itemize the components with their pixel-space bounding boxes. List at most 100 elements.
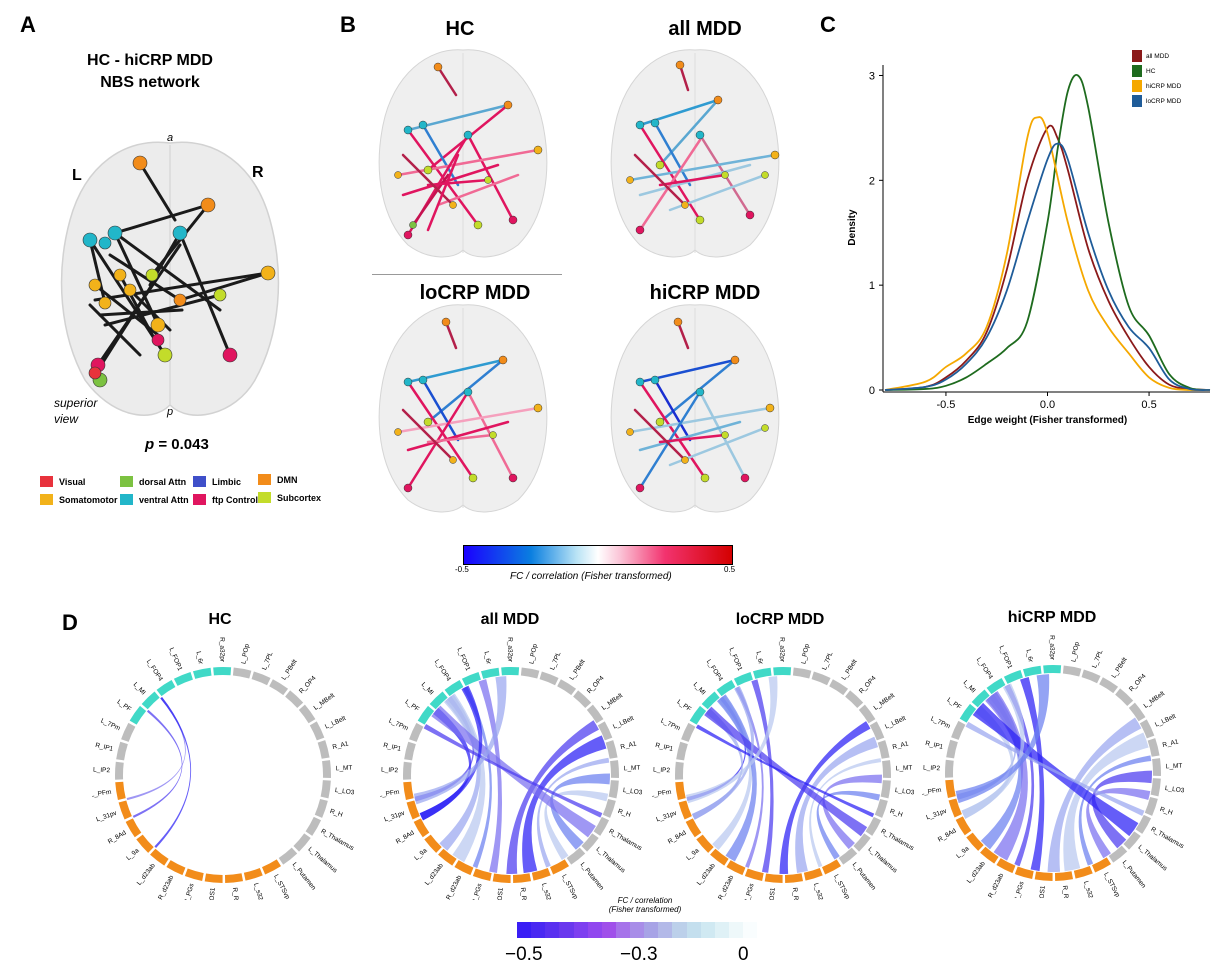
chord-segment: [1150, 778, 1161, 797]
chord-segment: [752, 667, 772, 679]
chord-segment: [1092, 857, 1112, 873]
chord-node-label: L_MBelt: [313, 692, 337, 712]
chord-segment: [811, 671, 831, 686]
orient-anterior: a: [167, 132, 173, 144]
chord-node-label: R_RSC: [1061, 885, 1070, 898]
x-tick-label: 0.5: [1141, 399, 1156, 411]
chord-segment: [1135, 814, 1152, 834]
chord-ribbon: [955, 674, 1050, 804]
chord-segment: [309, 721, 325, 741]
chord-node-label: L_6r: [195, 651, 205, 666]
chord-node-label: L_FOP1: [168, 647, 184, 672]
chord-node-label: L_STSvp: [560, 873, 579, 900]
brain-all-mdd: [610, 49, 780, 258]
chord-node-label: L_PBelt: [569, 658, 587, 681]
chord-node-label: R_RSC: [791, 887, 800, 900]
chord-segment: [685, 818, 702, 838]
chord-hicrp-mdd: L_31pv L_PFm L_IP2 R_IP1 L_7Pm L_PF L_MIL_FOP4…: [922, 635, 1184, 898]
chord-node-label: L_FOP4: [975, 656, 994, 680]
chord-node-label: R_d23ab: [445, 874, 463, 900]
fc-colorbar-label: FC / correlation (Fisher transformed): [510, 571, 672, 582]
chord-ribbon: [544, 790, 609, 860]
chord-node-label: L_IP2: [653, 767, 671, 775]
chord-ribbon: [1078, 755, 1152, 866]
chord-node-label: L_7PL: [1091, 649, 1105, 669]
legend-swatch: [193, 476, 206, 487]
chord-segment: [192, 667, 212, 679]
chord-segment: [696, 834, 714, 853]
chord-segment: [829, 679, 849, 696]
density-line-all-mdd: [884, 124, 1211, 391]
chord-node-label: L_MI: [962, 679, 977, 694]
chord-segment: [955, 816, 972, 836]
legend-swatch: [1132, 95, 1142, 107]
chord-node-label: R_A1: [892, 740, 910, 751]
chord-segment: [784, 873, 804, 883]
chord-segment: [966, 832, 984, 851]
chord-node-label: R_A1: [1162, 738, 1180, 749]
chord-node-label: L_LO3: [334, 787, 354, 797]
chord-node-label: R_a32pr: [506, 637, 513, 663]
chord-node-label: L_s32: [812, 882, 824, 900]
chord-segment: [803, 867, 823, 881]
chord-segment: [438, 848, 457, 866]
chord-node-label: R_POS1: [496, 887, 505, 900]
chord-segment: [605, 740, 618, 759]
chord-segment: [224, 873, 244, 883]
chord-ribbons: [413, 676, 610, 874]
chord-node-label: R_a32pr: [1048, 635, 1055, 661]
legend-swatch: [120, 476, 133, 487]
chord-node-label: R_H: [329, 808, 344, 819]
chord-node-label: L_STSvp: [272, 873, 291, 900]
chord-segment: [573, 690, 592, 709]
chord-segment: [1147, 738, 1160, 757]
chord-node-label: R_OP4: [298, 675, 318, 696]
chord-node-label: L_PF: [404, 699, 421, 714]
chord-segment: [320, 780, 331, 799]
chord-segment: [1139, 719, 1155, 739]
chord-node-label: R_RSC: [519, 887, 528, 900]
chord-ribbon: [809, 758, 882, 868]
chord-ribbon: [506, 720, 599, 874]
chord-segment: [1081, 669, 1101, 684]
chord-segment: [1073, 865, 1093, 879]
chord-node-label: L_s32: [1082, 880, 1094, 898]
panel-label-b: B: [340, 12, 356, 37]
chord-node-label: R_Thalamus: [1149, 826, 1184, 851]
chord-node-label: L_FOP1: [998, 645, 1014, 670]
legend-label: all MDD: [1146, 53, 1169, 60]
chord-node-label: R_H: [617, 808, 632, 819]
chord-node-label: L_9a: [125, 847, 141, 862]
chord-ribbon: [1047, 717, 1142, 872]
chord-node-label: L_6r: [483, 651, 493, 666]
chord-ribbon: [695, 724, 875, 818]
chord-node-label: R_PGs: [743, 882, 756, 900]
x-tick-label: -0.5: [936, 399, 955, 411]
chord-ribbon: [1086, 787, 1151, 859]
chord-node-label: L_7PL: [261, 651, 275, 671]
chord-segment: [845, 690, 864, 709]
chord-colorbar-tick-1: −0.5: [505, 944, 543, 965]
chord-node-label: L_MT: [896, 765, 913, 773]
chord-segment: [413, 818, 430, 838]
chord-segment: [1144, 796, 1158, 816]
chord-segment: [678, 800, 692, 820]
chord-segment: [409, 722, 424, 742]
chord-segment: [461, 672, 481, 686]
chord-node-label: L_IP2: [93, 767, 111, 775]
chord-node-label: L_LBelt: [884, 715, 907, 731]
chord-ribbon: [985, 690, 1028, 861]
chord-node-label: R_8Ad: [107, 829, 128, 845]
chord-node-label: L_FOP1: [456, 647, 472, 672]
chord-segment: [608, 780, 619, 799]
orient-left: L: [72, 167, 82, 184]
chord-segment: [865, 816, 882, 836]
chord-node-label: R_Thalamus: [607, 828, 642, 853]
chord-node-label: L_Thalamus: [867, 846, 899, 875]
panel-b-title-locrp: loCRP MDD: [419, 282, 531, 304]
chord-colorbar-swatch: [728, 922, 743, 938]
chord-colorbar-tick-2: −0.3: [620, 944, 658, 965]
chord-segment: [597, 721, 613, 741]
chord-segment: [118, 800, 132, 820]
y-tick-label: 1: [869, 280, 875, 292]
